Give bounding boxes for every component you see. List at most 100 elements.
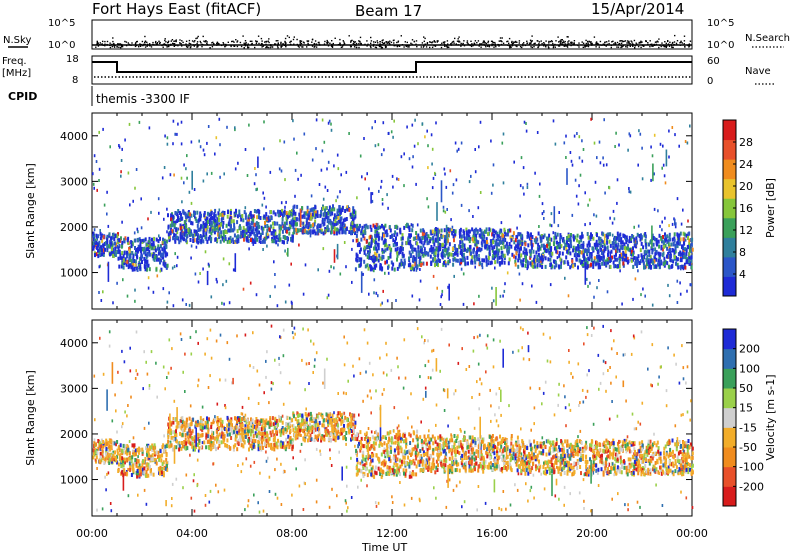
- scatter-point: [587, 284, 589, 288]
- echo-point: [145, 243, 148, 247]
- echo-point: [210, 231, 213, 236]
- echo-point: [138, 446, 141, 451]
- plot-frame: [91, 112, 693, 310]
- echo-point: [116, 451, 119, 456]
- noise-point: [388, 42, 390, 45]
- echo-point: [251, 239, 254, 244]
- echo-point: [688, 231, 691, 236]
- echo-point: [363, 236, 366, 241]
- echo-point: [624, 246, 626, 250]
- echo-point: [597, 265, 600, 270]
- noise-point: [611, 41, 613, 43]
- date-label: 15/Apr/2014: [591, 0, 684, 18]
- noise-point: [537, 40, 539, 42]
- echo-point: [141, 447, 144, 452]
- echo-point: [272, 221, 274, 226]
- echo-point: [447, 259, 450, 264]
- echo-point: [418, 252, 421, 257]
- echo-point: [238, 213, 241, 217]
- echo-point: [580, 250, 583, 255]
- echo-point: [308, 230, 311, 235]
- echo-point: [543, 245, 546, 250]
- noise-series: [92, 34, 692, 49]
- echo-point: [590, 232, 592, 237]
- echo-point: [108, 457, 111, 462]
- echo-point: [341, 230, 344, 235]
- echo-point: [591, 246, 594, 251]
- echo-point: [667, 242, 670, 247]
- echo-point: [619, 232, 622, 237]
- echo-point: [691, 247, 694, 252]
- echo-point: [582, 245, 585, 249]
- echo-point: [508, 257, 511, 262]
- echo-point: [93, 450, 95, 455]
- scatter-point: [596, 156, 598, 160]
- echo-point: [324, 206, 327, 211]
- scatter-point: [534, 265, 536, 269]
- echo-point: [550, 248, 552, 253]
- echo-point: [437, 247, 440, 252]
- echo-point: [443, 235, 446, 239]
- echo-point: [580, 235, 583, 240]
- noise-point: [490, 40, 493, 42]
- echo-point: [362, 233, 365, 238]
- echo-point: [110, 446, 112, 450]
- echo-point: [286, 441, 289, 446]
- echo-point: [154, 255, 157, 260]
- echo-point: [684, 247, 687, 252]
- echo-point: [190, 213, 193, 218]
- scatter-point: [480, 247, 483, 251]
- echo-point: [681, 244, 684, 249]
- echo-point: [445, 251, 448, 256]
- scatter-point: [283, 140, 286, 144]
- noise-point: [550, 40, 553, 42]
- echo-point: [311, 214, 314, 219]
- echo-point: [399, 227, 402, 232]
- scatter-point: [159, 269, 162, 273]
- scatter-point: [336, 153, 339, 157]
- scatter-point: [280, 169, 283, 173]
- echo-point: [192, 234, 194, 239]
- echo-point: [466, 255, 469, 260]
- echo-point: [524, 255, 527, 260]
- scatter-point: [322, 197, 325, 201]
- noise-point: [239, 41, 242, 44]
- echo-point: [315, 212, 318, 217]
- echo-point: [520, 246, 522, 251]
- echo-point: [146, 452, 149, 457]
- scatter-point: [92, 172, 94, 176]
- echo-point: [433, 257, 436, 262]
- echo-point: [197, 218, 200, 223]
- noise-point: [568, 42, 570, 45]
- echo-point: [266, 217, 269, 221]
- echo-point: [106, 248, 109, 253]
- scatter-point: [284, 178, 286, 182]
- echo-point: [167, 224, 170, 229]
- echo-point: [463, 234, 466, 239]
- echo-point: [164, 444, 167, 449]
- echo-point: [606, 257, 609, 262]
- scatter-point: [311, 158, 314, 162]
- noise-point: [587, 40, 589, 43]
- scatter-point: [596, 286, 598, 290]
- echo-point: [389, 253, 392, 258]
- echo-point: [586, 243, 589, 248]
- echo-point: [167, 232, 170, 237]
- noise-point: [96, 43, 98, 45]
- echo-point: [473, 258, 476, 263]
- scatter-point: [320, 168, 323, 172]
- echo-point: [359, 263, 362, 268]
- echo-point: [533, 254, 536, 259]
- echo-point: [337, 216, 340, 220]
- noise-point: [353, 41, 355, 44]
- noise-point: [458, 41, 460, 43]
- noise-point: [543, 45, 545, 47]
- echo-point: [110, 457, 113, 462]
- echo-point: [683, 252, 686, 257]
- echo-point: [574, 235, 577, 240]
- echo-point: [564, 242, 567, 247]
- echo-point: [138, 473, 141, 478]
- echo-point: [690, 249, 693, 254]
- scatter-point: [490, 191, 493, 195]
- echo-point: [425, 232, 428, 236]
